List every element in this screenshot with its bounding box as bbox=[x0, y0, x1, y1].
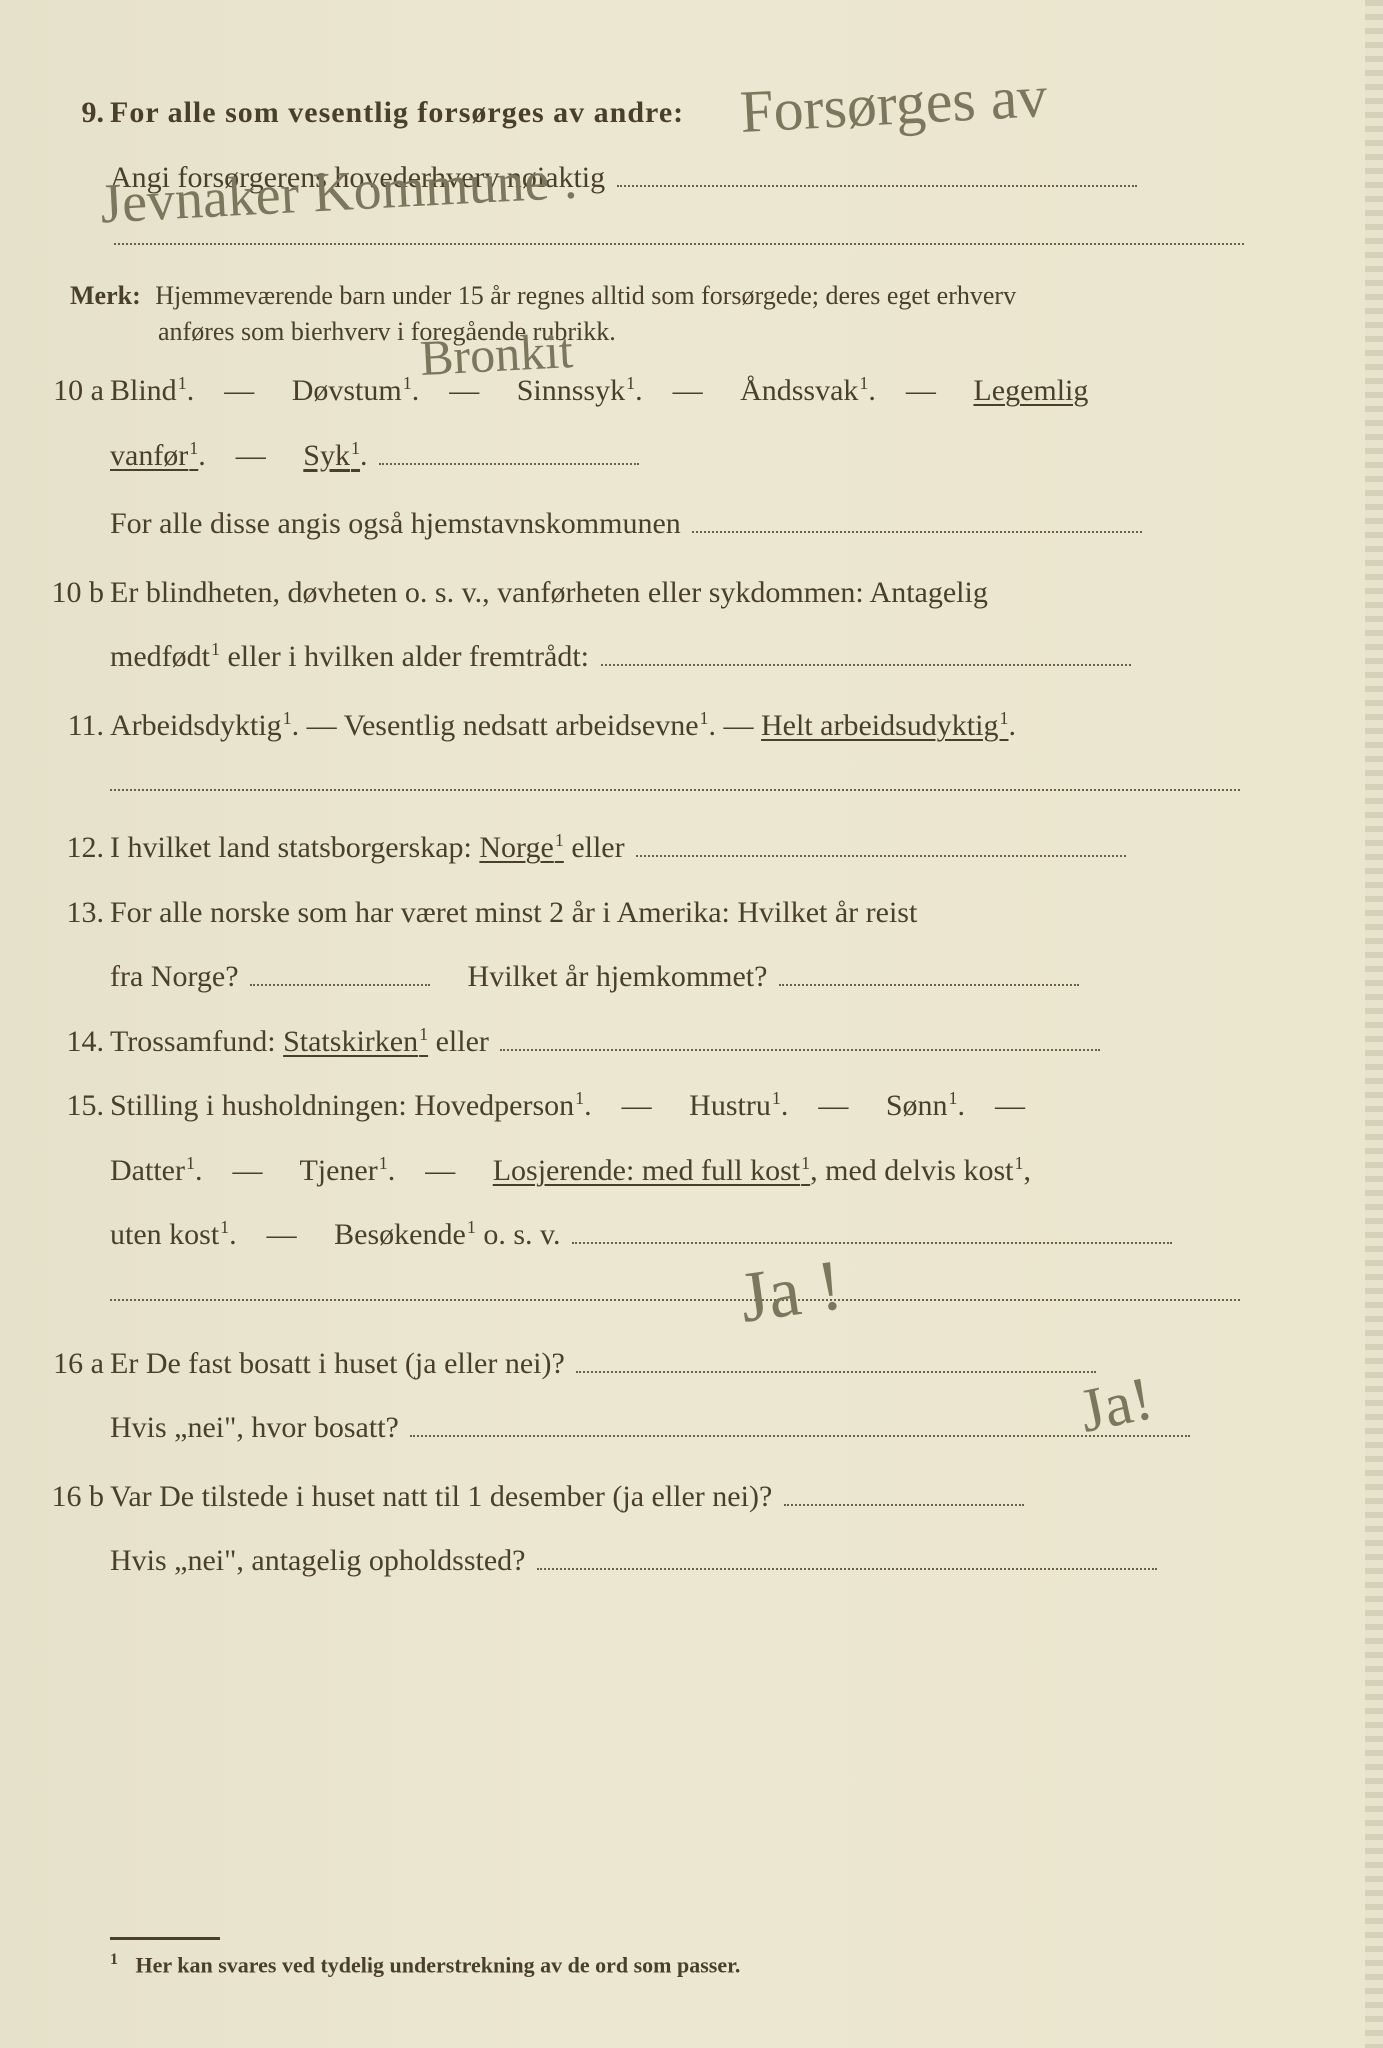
q15-fill-line bbox=[110, 1271, 1240, 1301]
q10a-line1: 10 a Blind.— Døvstum.— Sinnssyk.— Åndssv… bbox=[110, 368, 1303, 415]
q9-line1: 9. For alle som vesentlig forsørges av a… bbox=[110, 90, 1303, 137]
q16a-text: Er De fast bosatt i huset (ja eller nei)… bbox=[110, 1347, 565, 1380]
q15-line2: Datter.— Tjener.— Losjerende: med full k… bbox=[110, 1148, 1303, 1195]
q9-line3 bbox=[110, 213, 1303, 260]
q9-number: 9. bbox=[50, 90, 104, 137]
q10a-line2-text: For alle disse angis også hjemstavnskomm… bbox=[110, 507, 681, 540]
q16b-number: 16 b bbox=[50, 1474, 104, 1521]
q16b-line2: Hvis „nei", antagelig opholdssted? bbox=[110, 1538, 1303, 1585]
q11-number: 11. bbox=[50, 703, 104, 750]
q10b-line2: medfødt eller i hvilken alder fremtrådt: bbox=[110, 634, 1303, 681]
q10b-medfodt: medfødt bbox=[110, 640, 220, 673]
q12-pre: I hvilket land statsborgerskap: bbox=[110, 831, 479, 864]
q11-ves: Vesentlig nedsatt arbeidsevne bbox=[344, 709, 709, 742]
q13-fill-b bbox=[779, 954, 1079, 986]
q10b-line1: 10 b Er blindheten, døvheten o. s. v., v… bbox=[110, 570, 1303, 617]
q12-fill bbox=[636, 825, 1126, 857]
q16b-line1: 16 b Var De tilstede i huset natt til 1 … bbox=[110, 1474, 1303, 1521]
q15-tjener: Tjener bbox=[299, 1154, 387, 1187]
q11: 11. Arbeidsdyktig. — Vesentlig nedsatt a… bbox=[110, 703, 1303, 750]
q12-norge: Norge bbox=[479, 831, 563, 864]
q16a-number: 16 a bbox=[50, 1341, 104, 1388]
q10b-text-1: Er blindheten, døvheten o. s. v., vanfør… bbox=[110, 576, 988, 609]
q10a-dovstum: Døvstum bbox=[292, 374, 412, 407]
q9-fill-line-2 bbox=[114, 213, 1244, 245]
q13-fill-a bbox=[250, 954, 430, 986]
q10a-sinnssyk: Sinnssyk bbox=[517, 374, 635, 407]
footnote: 1 Her kan svares ved tydelig understrekn… bbox=[110, 1951, 740, 1978]
q9-line2: Angi forsørgerens hovederhverv nøiaktig bbox=[110, 155, 1303, 202]
q15-besok: Besøkende bbox=[334, 1218, 476, 1251]
q12-number: 12. bbox=[50, 825, 104, 872]
q15-delvis: med delvis kost bbox=[825, 1154, 1023, 1187]
q12: 12. I hvilket land statsborgerskap: Norg… bbox=[110, 825, 1303, 872]
merk-text-2: anføres som bierhverv i foregående rubri… bbox=[158, 314, 616, 350]
q13-number: 13. bbox=[50, 890, 104, 937]
q13-text-1: For alle norske som har været minst 2 år… bbox=[110, 896, 917, 929]
q14-pre: Trossamfund: bbox=[110, 1025, 283, 1058]
q16b-fill-1 bbox=[784, 1474, 1024, 1506]
q16b-text: Var De tilstede i huset natt til 1 desem… bbox=[110, 1480, 772, 1513]
q16a-fill-2 bbox=[410, 1405, 1190, 1437]
q13-line2a: fra Norge? bbox=[110, 960, 239, 993]
q10a-line1b: vanfør.— Syk. bbox=[110, 433, 1303, 480]
q16a-fill-1 bbox=[576, 1341, 1096, 1373]
footnote-rule bbox=[110, 1937, 220, 1940]
q11-fill-line bbox=[110, 761, 1240, 791]
q15-hustru: Hustru bbox=[689, 1089, 781, 1122]
merk-label: Merk: bbox=[70, 281, 141, 310]
q15-losj: Losjerende: med full kost bbox=[493, 1154, 810, 1187]
q10b-mid: eller i hvilken alder fremtrådt: bbox=[227, 640, 589, 673]
q10b-number: 10 b bbox=[50, 570, 104, 617]
q10a-blind: Blind bbox=[110, 374, 187, 407]
merk-text-1: Hjemmeværende barn under 15 år regnes al… bbox=[155, 281, 1016, 310]
q15-osv: o. s. v. bbox=[483, 1218, 560, 1251]
q15-pre: Stilling i husholdningen: bbox=[110, 1089, 414, 1122]
q14-fill bbox=[500, 1019, 1100, 1051]
q10a-line2: For alle disse angis også hjemstavnskomm… bbox=[110, 501, 1303, 548]
q15-fill bbox=[572, 1212, 1172, 1244]
q15-sonn: Sønn bbox=[886, 1089, 958, 1122]
q11-helt: Helt arbeidsudyktig bbox=[761, 709, 1008, 742]
q10a-line2-fill bbox=[692, 501, 1142, 533]
q10a-andssvak: Åndssvak bbox=[740, 374, 868, 407]
q15-uten: uten kost bbox=[110, 1218, 229, 1251]
census-form-page: 9. For alle som vesentlig forsørges av a… bbox=[0, 0, 1383, 2048]
q16b-text-2: Hvis „nei", antagelig opholdssted? bbox=[110, 1544, 526, 1577]
q15-hoved: Hovedperson bbox=[414, 1089, 584, 1122]
q13-line1: 13. For alle norske som har været minst … bbox=[110, 890, 1303, 937]
q15-datter: Datter bbox=[110, 1154, 195, 1187]
merk-note: Merk: Hjemmeværende barn under 15 år reg… bbox=[70, 278, 1303, 351]
q10a-syk: Syk bbox=[303, 439, 360, 472]
q9-fill-line-1 bbox=[617, 155, 1137, 187]
q10b-fill bbox=[601, 634, 1131, 666]
q9-heading: For alle som vesentlig forsørges av andr… bbox=[110, 96, 684, 129]
q16b-fill-2 bbox=[537, 1538, 1157, 1570]
q14-post: eller bbox=[436, 1025, 489, 1058]
q15-line1: 15. Stilling i husholdningen: Hovedperso… bbox=[110, 1083, 1303, 1130]
q11-arb: Arbeidsdyktig bbox=[110, 709, 292, 742]
q14-stats: Statskirken bbox=[283, 1025, 428, 1058]
q10a-legemlig: Legemlig bbox=[973, 374, 1088, 407]
q12-post: eller bbox=[571, 831, 624, 864]
q15-line3: uten kost.— Besøkende o. s. v. bbox=[110, 1212, 1303, 1259]
q13-line2b: Hvilket år hjemkommet? bbox=[468, 960, 768, 993]
q9-prompt: Angi forsørgerens hovederhverv nøiaktig bbox=[110, 161, 605, 194]
q14: 14. Trossamfund: Statskirken eller bbox=[110, 1019, 1303, 1066]
q15-number: 15. bbox=[50, 1083, 104, 1130]
q10a-fill bbox=[379, 433, 639, 465]
footnote-marker: 1 bbox=[110, 1951, 118, 1968]
q10a-number: 10 a bbox=[50, 368, 104, 415]
q16a-line1: 16 a Er De fast bosatt i huset (ja eller… bbox=[110, 1341, 1303, 1388]
q10a-vanfor: vanfør bbox=[110, 439, 198, 472]
footnote-text: Her kan svares ved tydelig understreknin… bbox=[136, 1952, 741, 1977]
q13-line2: fra Norge? Hvilket år hjemkommet? bbox=[110, 954, 1303, 1001]
perforation-edge bbox=[1365, 0, 1383, 2048]
q14-number: 14. bbox=[50, 1019, 104, 1066]
q16a-line2: Hvis „nei", hvor bosatt? bbox=[110, 1405, 1303, 1452]
q16a-text-2: Hvis „nei", hvor bosatt? bbox=[110, 1411, 399, 1444]
